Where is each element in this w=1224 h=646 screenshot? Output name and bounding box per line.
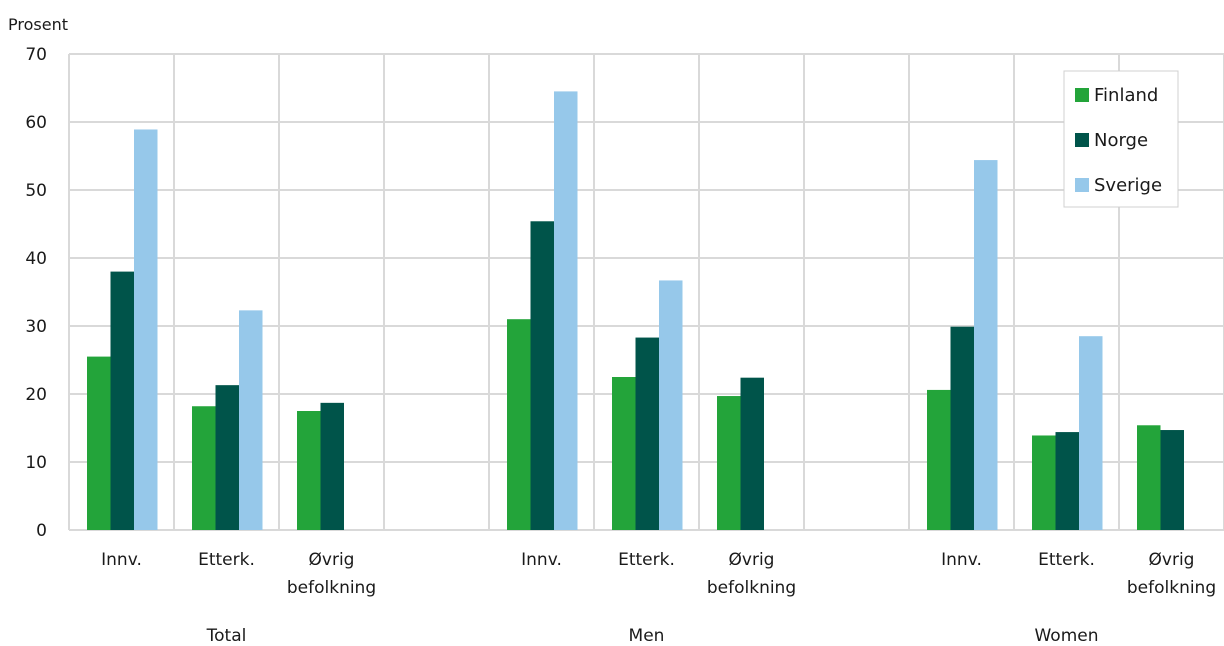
bar-sverige [134, 129, 158, 531]
bar-norge [950, 326, 974, 530]
legend-label-norge: Norge [1094, 130, 1148, 151]
bar-finland [1032, 435, 1056, 530]
legend-label-sverige: Sverige [1094, 175, 1162, 196]
y-tick-label: 40 [25, 249, 47, 269]
y-tick-label: 30 [25, 317, 47, 337]
bar-norge [1055, 432, 1079, 530]
y-axis-ticks: 0 10 20 30 40 50 60 70 [25, 45, 47, 541]
bar-norge [1160, 430, 1184, 530]
bar-sverige [554, 91, 578, 531]
bar-sverige [239, 310, 263, 530]
bars [87, 91, 1184, 531]
category-label: befolkning [1127, 578, 1216, 598]
legend-label-finland: Finland [1094, 85, 1158, 106]
category-label: Øvrig [1149, 550, 1195, 570]
bar-finland [507, 319, 531, 530]
bar-norge [740, 377, 764, 530]
bar-norge [320, 402, 344, 530]
y-tick-label: 20 [25, 385, 47, 405]
category-label: Innv. [521, 550, 562, 570]
bar-finland [192, 406, 216, 530]
category-label: Etterk. [198, 550, 255, 570]
category-label: befolkning [707, 578, 796, 598]
group-label: Women [1034, 626, 1098, 646]
bar-norge [110, 271, 134, 530]
category-label: Øvrig [309, 550, 355, 570]
bar-norge [215, 385, 239, 530]
y-tick-label: 50 [25, 181, 47, 201]
bar-norge [635, 337, 659, 530]
y-tick-label: 70 [25, 45, 47, 65]
bar-norge [530, 221, 554, 530]
y-tick-label: 60 [25, 113, 47, 133]
y-tick-label: 10 [25, 453, 47, 473]
category-label: Innv. [941, 550, 982, 570]
group-label: Men [629, 626, 665, 646]
legend-swatch-sverige [1075, 178, 1089, 192]
y-axis-label: Prosent [8, 15, 68, 34]
bar-finland [87, 356, 111, 530]
legend-swatch-finland [1075, 88, 1089, 102]
y-tick-label: 0 [36, 521, 47, 541]
bar-finland [297, 411, 321, 530]
bar-finland [717, 396, 741, 530]
bar-finland [1137, 425, 1161, 530]
bar-finland [612, 377, 636, 530]
bar-finland [927, 389, 951, 530]
bar-sverige [1079, 336, 1103, 530]
legend: Finland Norge Sverige [1063, 70, 1179, 208]
bar-sverige [659, 280, 683, 530]
category-label: Øvrig [729, 550, 775, 570]
category-label: befolkning [287, 578, 376, 598]
gridlines [68, 53, 1224, 531]
category-label: Innv. [101, 550, 142, 570]
bar-sverige [974, 160, 998, 530]
x-axis-labels: Innv. Etterk. Øvrig befolkning Innv. Etterk. Ø… [101, 550, 1216, 646]
category-label: Etterk. [1038, 550, 1095, 570]
group-label: Total [206, 626, 247, 646]
legend-swatch-norge [1075, 133, 1089, 147]
category-label: Etterk. [618, 550, 675, 570]
